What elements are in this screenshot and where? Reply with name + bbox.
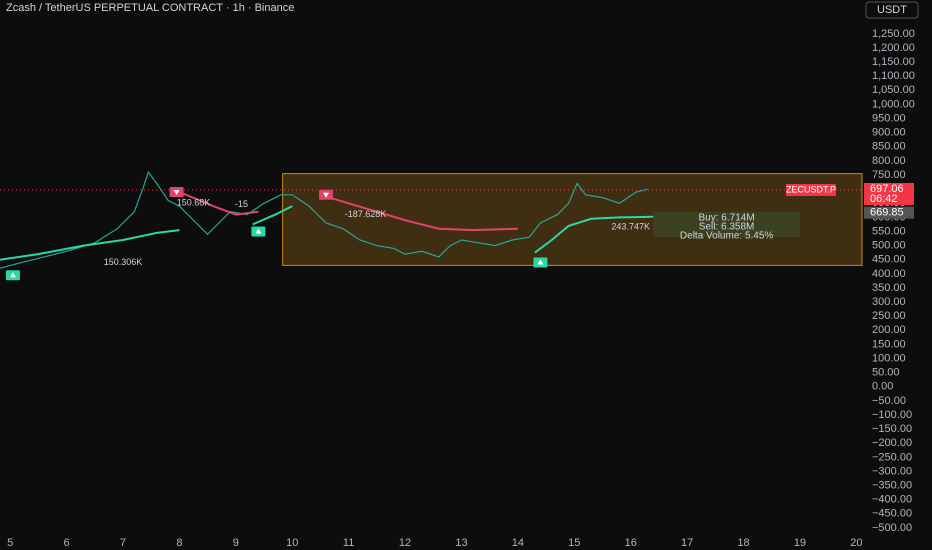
annotation: -15 (235, 199, 248, 209)
y-tick-label: −300.00 (872, 465, 912, 477)
x-tick-label: 19 (794, 537, 806, 549)
y-tick-label: 850.00 (872, 141, 906, 153)
y-tick-label: 500.00 (872, 240, 906, 252)
price-line (179, 191, 518, 232)
y-tick-label: 550.00 (872, 225, 906, 237)
symbol-label: ZECUSDT.P (786, 184, 836, 194)
y-tick-label: 1,050.00 (872, 84, 915, 96)
y-tick-label: 950.00 (872, 112, 906, 124)
y-tick-label: −50.00 (872, 395, 906, 407)
x-tick-label: 7 (120, 537, 126, 549)
x-tick-label: 12 (399, 537, 411, 549)
y-tick-label: −200.00 (872, 437, 912, 449)
x-tick-label: 14 (512, 537, 524, 549)
y-tick-label: −150.00 (872, 423, 912, 435)
x-tick-label: 5 (7, 537, 13, 549)
signal-arrow (9, 272, 16, 278)
y-tick-label: 250.00 (872, 310, 906, 322)
x-tick-label: 10 (286, 537, 298, 549)
annotation: 150.68K (177, 198, 211, 208)
countdown-label: 06:42 (870, 193, 898, 205)
price-line (0, 170, 648, 269)
mark-price-label: 669.85 (870, 207, 904, 219)
x-tick-label: 18 (737, 537, 749, 549)
signal-arrow (255, 228, 262, 234)
info-line: Sell: 6.358M (699, 221, 755, 232)
x-tick-label: 17 (681, 537, 693, 549)
info-box (653, 211, 800, 238)
chart-title: Zcash / TetherUS PERPETUAL CONTRACT · 1h… (6, 2, 294, 14)
x-tick-label: 16 (625, 537, 637, 549)
y-tick-label: −350.00 (872, 479, 912, 491)
y-tick-label: 450.00 (872, 254, 906, 266)
y-tick-label: 1,100.00 (872, 70, 915, 82)
symbol-tag (786, 183, 836, 196)
unit-box[interactable] (865, 1, 919, 19)
x-tick-label: 15 (568, 537, 580, 549)
mark-price-tag (864, 206, 914, 219)
y-tick-label: −450.00 (872, 508, 912, 520)
y-tick-label: 750.00 (872, 169, 906, 181)
price-line (0, 205, 654, 261)
y-tick-label: −100.00 (872, 409, 912, 421)
signal-arrow (173, 189, 180, 195)
y-tick-label: −400.00 (872, 494, 912, 506)
axis-unit[interactable]: USDT (877, 4, 907, 16)
x-tick-label: 13 (455, 537, 467, 549)
y-tick-label: 300.00 (872, 296, 906, 308)
info-line: Buy: 6.714M (699, 212, 755, 223)
y-tick-label: 350.00 (872, 282, 906, 294)
x-tick-label: 9 (233, 537, 239, 549)
y-tick-label: 0.00 (872, 381, 893, 393)
x-tick-label: 20 (850, 537, 862, 549)
y-tick-label: 800.00 (872, 155, 906, 167)
last-price-label: 697.06 (870, 183, 904, 195)
y-tick-label: 50.00 (872, 367, 900, 379)
annotation: 243.747K (611, 222, 650, 232)
annotation: 150.306K (104, 257, 143, 267)
y-tick-label: 1,200.00 (872, 42, 915, 54)
y-tick-label: 150.00 (872, 338, 906, 350)
y-tick-label: 1,000.00 (872, 98, 915, 110)
signal-arrow (323, 192, 330, 198)
y-tick-label: 400.00 (872, 268, 906, 280)
y-tick-label: 200.00 (872, 324, 906, 336)
annotation: -187.628K (345, 209, 387, 219)
x-tick-label: 11 (343, 537, 354, 549)
y-tick-label: 1,150.00 (872, 56, 915, 68)
y-tick-label: 1,250.00 (872, 28, 915, 40)
y-tick-label: 900.00 (872, 127, 906, 139)
y-tick-label: 100.00 (872, 352, 906, 364)
info-line: Delta Volume: 5.45% (680, 230, 773, 241)
x-tick-label: 6 (64, 537, 70, 549)
last-price-tag (864, 182, 914, 205)
y-tick-label: −250.00 (872, 451, 912, 463)
y-tick-label: −500.00 (872, 522, 912, 534)
x-tick-label: 8 (176, 537, 182, 549)
signal-arrow (537, 259, 544, 265)
